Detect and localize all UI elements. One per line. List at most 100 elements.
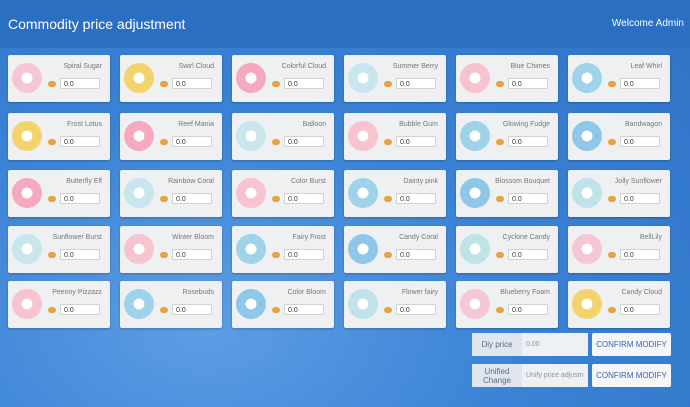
price-input[interactable]: 0.0 xyxy=(396,193,436,204)
product-icon xyxy=(460,289,490,319)
product-card[interactable]: Swirl Cloud 0.0 xyxy=(120,55,222,102)
confirm-button[interactable]: CONFIRM MODIFY xyxy=(592,364,671,387)
product-icon xyxy=(348,121,378,151)
coin-icon xyxy=(496,307,504,313)
price-input[interactable]: 0.0 xyxy=(284,249,324,260)
price-input[interactable]: 0.0 xyxy=(396,136,436,147)
product-name: Summer Berry xyxy=(392,63,438,70)
coin-icon xyxy=(608,252,616,258)
price-input[interactable]: 0.0 xyxy=(60,78,100,89)
unified-label: Unified Change xyxy=(472,364,522,387)
product-card[interactable]: Cyclone Candy 0.0 xyxy=(456,226,558,273)
unified-input[interactable]: Unify price adjusm xyxy=(522,364,588,387)
product-card[interactable]: Candy Coral 0.0 xyxy=(344,226,446,273)
price-input[interactable]: 0.0 xyxy=(620,304,660,315)
price-input[interactable]: 0.0 xyxy=(284,193,324,204)
price-input[interactable]: 0.0 xyxy=(396,249,436,260)
product-card[interactable]: Blossom Bouquet 0.0 xyxy=(456,170,558,217)
product-card[interactable]: Balloon 0.0 xyxy=(232,113,334,160)
product-icon xyxy=(236,121,266,151)
product-card[interactable]: Sunflower Burst 0.0 xyxy=(8,226,110,273)
product-icon xyxy=(572,234,602,264)
price-input[interactable]: 0.0 xyxy=(396,304,436,315)
coin-icon xyxy=(496,252,504,258)
price-input[interactable]: 0.0 xyxy=(508,304,548,315)
product-card[interactable]: Frost Lotus 0.0 xyxy=(8,113,110,160)
product-card[interactable]: Candy Cloud 0.0 xyxy=(568,281,670,328)
product-icon xyxy=(572,289,602,319)
product-card[interactable]: Blue Chimes 0.0 xyxy=(456,55,558,102)
product-card[interactable]: Leaf Whirl 0.0 xyxy=(568,55,670,102)
product-card[interactable]: Flower fairy 0.0 xyxy=(344,281,446,328)
product-card[interactable]: Spiral Sugar 0.0 xyxy=(8,55,110,102)
price-input[interactable]: 0.0 xyxy=(508,249,548,260)
price-input[interactable]: 0.0 xyxy=(172,249,212,260)
price-input[interactable]: 0.0 xyxy=(620,136,660,147)
product-card[interactable]: Blueberry Foam 0.0 xyxy=(456,281,558,328)
product-icon xyxy=(124,121,154,151)
price-input[interactable]: 0.0 xyxy=(396,78,436,89)
price-input[interactable]: 0.0 xyxy=(508,136,548,147)
product-card[interactable]: Summer Berry 0.0 xyxy=(344,55,446,102)
coin-icon xyxy=(272,307,280,313)
product-card[interactable]: Reef Mania 0.0 xyxy=(120,113,222,160)
coin-icon xyxy=(160,307,168,313)
coin-icon xyxy=(48,196,56,202)
price-input[interactable]: 0.0 xyxy=(60,249,100,260)
coin-icon xyxy=(48,252,56,258)
price-input[interactable]: 0.0 xyxy=(620,249,660,260)
product-name: Sunflower Burst xyxy=(52,234,102,241)
diy-input[interactable]: 0.00 xyxy=(522,333,588,356)
coin-icon xyxy=(608,307,616,313)
product-icon xyxy=(460,234,490,264)
product-name: Blue Chimes xyxy=(510,63,550,70)
product-card[interactable]: Bandwagon 0.0 xyxy=(568,113,670,160)
price-input[interactable]: 0.0 xyxy=(284,136,324,147)
product-card[interactable]: Colorful Cloud 0.0 xyxy=(232,55,334,102)
product-card[interactable]: Dainty pink 0.0 xyxy=(344,170,446,217)
product-card[interactable]: Winter Bloom 0.0 xyxy=(120,226,222,273)
product-name: Reef Mania xyxy=(178,121,214,128)
product-icon xyxy=(12,234,42,264)
product-name: Winter Bloom xyxy=(171,234,214,241)
price-input[interactable]: 0.0 xyxy=(284,78,324,89)
price-input[interactable]: 0.0 xyxy=(60,136,100,147)
product-icon xyxy=(124,63,154,93)
price-input[interactable]: 0.0 xyxy=(172,136,212,147)
coin-icon xyxy=(272,81,280,87)
product-card[interactable]: Color Burst 0.0 xyxy=(232,170,334,217)
price-input[interactable]: 0.0 xyxy=(620,193,660,204)
product-icon xyxy=(460,121,490,151)
product-card[interactable]: Fairy Frost 0.0 xyxy=(232,226,334,273)
price-input[interactable]: 0.0 xyxy=(508,193,548,204)
product-card[interactable]: Jolly Sunflower 0.0 xyxy=(568,170,670,217)
product-name: Color Burst xyxy=(290,178,326,185)
product-name: Balloon xyxy=(302,121,326,128)
price-input[interactable]: 0.0 xyxy=(60,193,100,204)
product-icon xyxy=(348,234,378,264)
confirm-button[interactable]: CONFIRM MODIFY xyxy=(592,333,671,356)
coin-icon xyxy=(608,196,616,202)
product-card[interactable]: Butterfly Elf 0.0 xyxy=(8,170,110,217)
product-card[interactable]: Rainbow Coral 0.0 xyxy=(120,170,222,217)
product-card[interactable]: Rosebuds 0.0 xyxy=(120,281,222,328)
product-card[interactable]: BellLily 0.0 xyxy=(568,226,670,273)
product-icon xyxy=(460,63,490,93)
product-name: Dainty pink xyxy=(403,178,438,185)
price-input[interactable]: 0.0 xyxy=(172,193,212,204)
product-name: Blueberry Foam xyxy=(500,289,550,296)
product-card[interactable]: Bubble Gum 0.0 xyxy=(344,113,446,160)
coin-icon xyxy=(272,196,280,202)
price-input[interactable]: 0.0 xyxy=(172,78,212,89)
product-card[interactable]: Color Bloom 0.0 xyxy=(232,281,334,328)
product-name: Leaf Whirl xyxy=(630,63,662,70)
price-input[interactable]: 0.0 xyxy=(172,304,212,315)
product-name: Candy Coral xyxy=(399,234,438,241)
product-card[interactable]: Peeony Pizzazz 0.0 xyxy=(8,281,110,328)
price-input[interactable]: 0.0 xyxy=(60,304,100,315)
product-card[interactable]: Glowing Fudge 0.0 xyxy=(456,113,558,160)
price-input[interactable]: 0.0 xyxy=(508,78,548,89)
price-input[interactable]: 0.0 xyxy=(284,304,324,315)
price-input[interactable]: 0.0 xyxy=(620,78,660,89)
